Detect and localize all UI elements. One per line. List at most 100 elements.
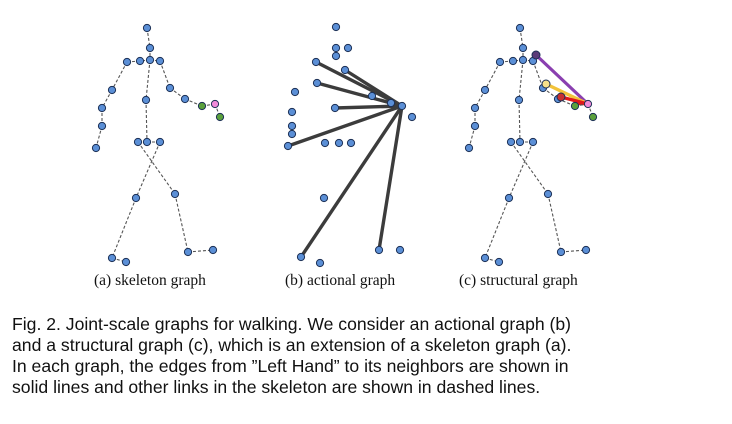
joint-node [518,55,528,65]
joint-node [287,121,297,131]
joint-node [131,193,141,203]
joint-node [290,87,300,97]
joint-node [508,56,518,66]
dashed-skeleton-edge [468,125,476,149]
joint-node [287,107,297,117]
subcaption-structural-graph: (c) structural graph [459,272,578,289]
joint-node [495,57,505,67]
dashed-skeleton-edge [484,61,501,91]
actional-solid-edge [286,104,404,148]
joint-node [367,91,377,101]
joint-node [296,252,306,262]
joint-node [135,56,145,66]
dashed-skeleton-edge [484,197,510,259]
joint-node [320,138,330,148]
joint-node [165,83,175,93]
skeleton-graph-panel [91,23,225,267]
joint-node [91,143,101,153]
joint-node [331,22,341,32]
dashed-skeleton-edge [547,193,562,253]
subcaption-skeleton-graph: (a) skeleton graph [94,272,206,289]
joint-node [543,189,553,199]
joint-node [97,103,107,113]
caption-line: Fig. 2. Joint-scale graphs for walking. … [12,314,572,334]
joint-node [145,43,155,53]
joint-node [311,57,321,67]
joint-node [208,245,218,255]
dashed-skeleton-edge [159,60,171,89]
dashed-skeleton-edge [135,141,161,199]
joint-node [514,95,524,105]
dashed-skeleton-edge [518,99,521,143]
structural-graph-panel [464,23,598,267]
joint-node [312,78,322,88]
joint-node [343,43,353,53]
joint-node [531,50,541,60]
joint-node [210,99,220,109]
joint-node [515,23,525,33]
dashed-skeleton-edge [510,141,549,195]
joint-node [407,112,417,122]
joint-node [170,189,180,199]
joint-node [464,143,474,153]
joint-node [480,253,490,263]
joint-node [346,138,356,148]
joint-node [494,257,504,267]
caption-line: solid lines and other links in the skele… [12,377,541,397]
joint-node [556,247,566,257]
joint-node [197,101,207,111]
joint-node [395,245,405,255]
joint-node [506,137,516,147]
joint-node [97,121,107,131]
joint-node [588,112,598,122]
joint-node [283,141,293,151]
dashed-skeleton-edge [560,249,587,253]
dashed-skeleton-edge [532,60,544,89]
joint-node [331,51,341,61]
joint-node [581,245,591,255]
subcaption-actional-graph: (b) actional graph [285,272,396,289]
caption-line: and a structural graph (c), which is an … [12,335,572,355]
joint-node [319,193,329,203]
joint-node [331,43,341,53]
joint-node [142,23,152,33]
dashed-skeleton-edge [111,197,137,259]
joint-node [470,103,480,113]
joint-node [515,137,525,147]
figure-caption: Fig. 2. Joint-scale graphs for walking. … [12,314,722,398]
joint-node [340,65,350,75]
joint-node [330,103,340,113]
joint-node [386,98,396,108]
joint-node [583,99,593,109]
joint-node [133,137,143,147]
joint-node [183,247,193,257]
joint-node [556,92,566,102]
actional-graph-panel [283,22,417,268]
dashed-skeleton-edge [111,61,128,91]
joint-node [287,129,297,139]
dashed-skeleton-edge [95,125,103,149]
joint-node [470,121,480,131]
caption-line: In each graph, the edges from ”Left Hand… [12,356,569,376]
joint-node [504,193,514,203]
joint-node [215,112,225,122]
joint-node [374,245,384,255]
joint-node [518,43,528,53]
joint-node [570,101,580,111]
joint-node [180,94,190,104]
joint-scale-graph-figure [91,22,598,268]
actional-solid-edge [299,104,404,259]
joint-node [155,56,165,66]
structural-solid-edge [534,53,590,106]
joint-node [480,85,490,95]
dashed-skeleton-edge [187,249,214,253]
joint-node [142,137,152,147]
joint-node [141,95,151,105]
joint-node [145,55,155,65]
dashed-skeleton-edge [174,193,189,253]
dashed-skeleton-edge [518,59,524,101]
joint-node [155,137,165,147]
dashed-skeleton-edge [145,59,151,101]
joint-node [397,101,407,111]
joint-node [334,138,344,148]
